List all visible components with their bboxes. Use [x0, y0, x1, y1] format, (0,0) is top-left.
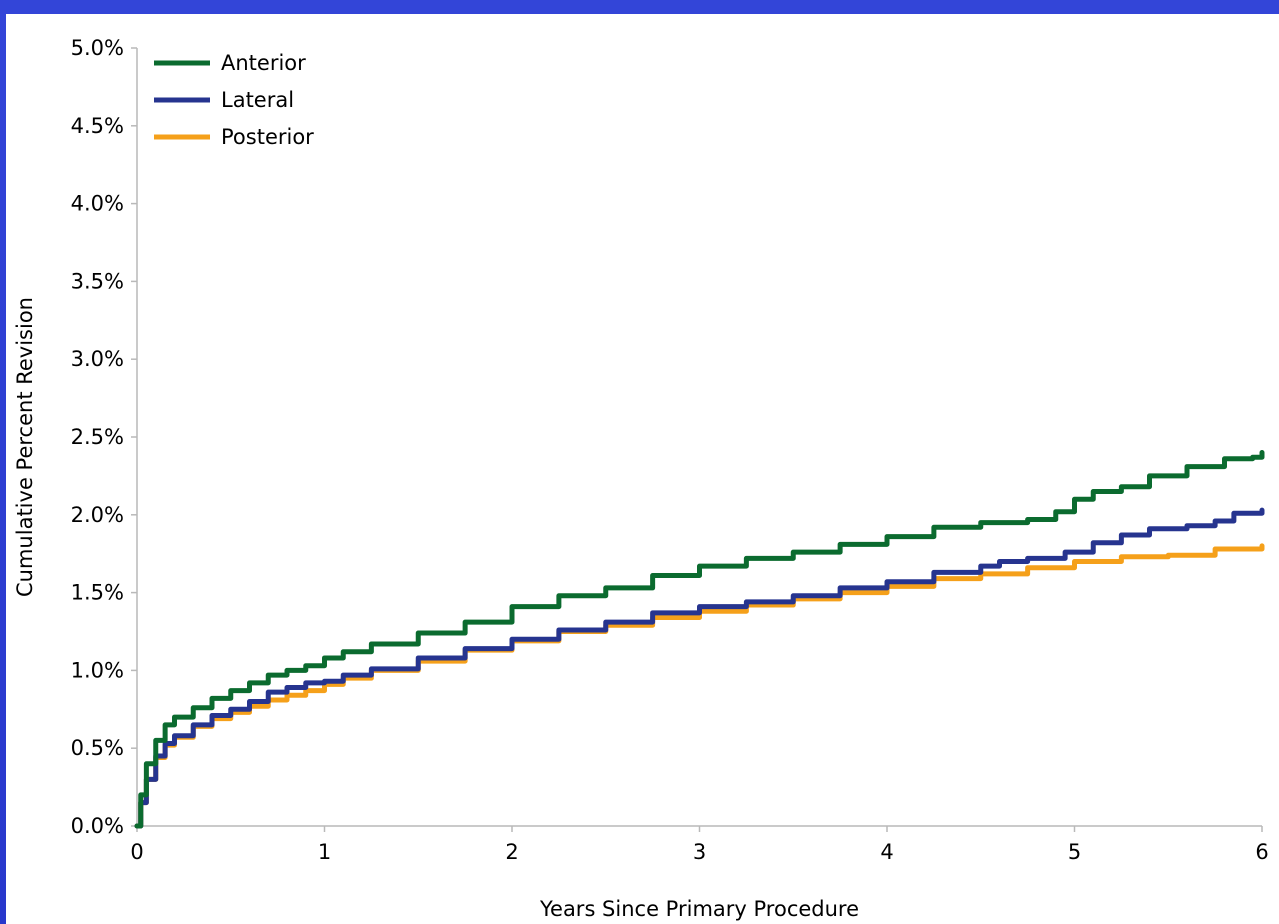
legend-label-lateral: Lateral — [221, 88, 294, 112]
y-tick-label: 4.5% — [71, 114, 124, 138]
y-tick-label: 2.5% — [71, 425, 124, 449]
y-tick-label: 2.0% — [71, 503, 124, 527]
x-tick-label: 6 — [1255, 840, 1268, 864]
chart-panel: 0.0% 0.5% 1.0% 1.5% 2.0% 2.5% 3.0% 3.5% 4.0% 4.5%… — [6, 14, 1279, 924]
x-tick-label: 3 — [693, 840, 706, 864]
x-tick-label: 0 — [130, 840, 143, 864]
y-tick-label: 3.0% — [71, 347, 124, 371]
x-tick-label: 4 — [880, 840, 893, 864]
series-line-anterior — [134, 450, 1265, 829]
x-tick-label: 5 — [1068, 840, 1081, 864]
y-tick-label: 5.0% — [71, 36, 124, 60]
y-tick-label: 0.5% — [71, 736, 124, 760]
y-tick-label: 0.0% — [71, 814, 124, 838]
x-tick-label: 1 — [318, 840, 331, 864]
y-tick-label: 1.5% — [71, 581, 124, 605]
x-tick-label: 2 — [505, 840, 518, 864]
y-axis-title: Cumulative Percent Revision — [13, 297, 37, 597]
chart-legend: Anterior Lateral Posterior — [154, 51, 314, 149]
legend-label-posterior: Posterior — [221, 125, 314, 149]
y-tick-label: 1.0% — [71, 658, 124, 682]
y-tick-label: 3.5% — [71, 269, 124, 293]
chart-series — [134, 450, 1265, 829]
chart-axes: 0.0% 0.5% 1.0% 1.5% 2.0% 2.5% 3.0% 3.5% 4.0% 4.5%… — [71, 36, 1269, 864]
legend-label-anterior: Anterior — [221, 51, 306, 75]
line-chart: 0.0% 0.5% 1.0% 1.5% 2.0% 2.5% 3.0% 3.5% 4.0% 4.5%… — [13, 36, 1269, 921]
x-axis-title: Years Since Primary Procedure — [539, 897, 859, 921]
series-line-lateral — [134, 507, 1265, 829]
y-tick-label: 4.0% — [71, 192, 124, 216]
